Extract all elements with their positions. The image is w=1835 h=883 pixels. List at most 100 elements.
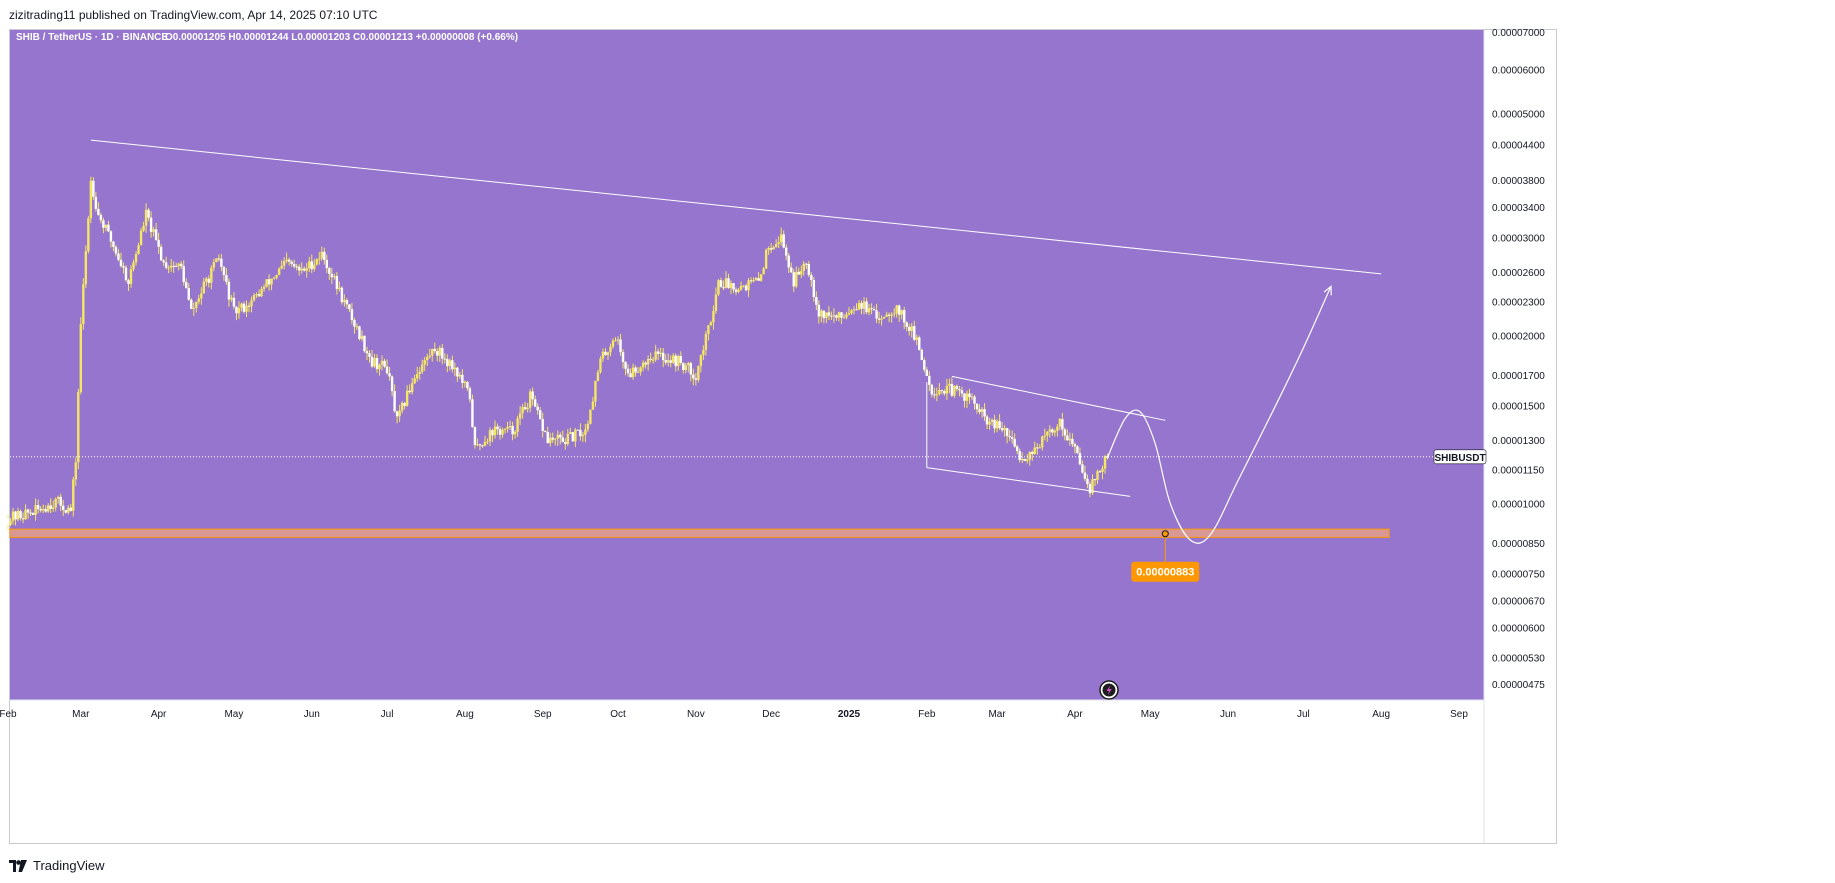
candle[interactable] (82, 278, 85, 330)
candle[interactable] (1068, 432, 1072, 446)
candle[interactable] (69, 503, 72, 512)
candle[interactable] (403, 401, 406, 410)
candle[interactable] (378, 363, 381, 376)
candle[interactable] (298, 264, 301, 276)
candle[interactable] (486, 438, 489, 445)
candle[interactable] (478, 443, 482, 451)
candle[interactable] (84, 245, 88, 289)
candle[interactable] (200, 287, 203, 305)
candle[interactable] (769, 243, 773, 253)
candle[interactable] (315, 258, 318, 266)
candle[interactable] (272, 276, 276, 280)
candle[interactable] (913, 320, 916, 342)
candle[interactable] (46, 503, 50, 513)
candle[interactable] (1088, 481, 1092, 498)
candle[interactable] (491, 428, 494, 443)
candle[interactable] (308, 256, 311, 273)
candle[interactable] (604, 348, 607, 356)
candle[interactable] (267, 274, 271, 291)
candle[interactable] (164, 256, 168, 270)
candle[interactable] (1103, 455, 1107, 474)
candle[interactable] (704, 330, 708, 356)
candle[interactable] (370, 349, 374, 369)
candle[interactable] (29, 509, 32, 517)
candle[interactable] (443, 353, 447, 364)
candle[interactable] (363, 335, 366, 353)
candle[interactable] (1083, 465, 1087, 482)
candle[interactable] (119, 252, 123, 268)
candle[interactable] (431, 348, 434, 362)
candle[interactable] (418, 367, 421, 380)
candle[interactable] (757, 271, 760, 281)
candle[interactable] (338, 281, 341, 292)
candle[interactable] (423, 356, 426, 372)
candle[interactable] (448, 358, 452, 371)
candle[interactable] (754, 276, 758, 281)
candle[interactable] (619, 333, 622, 357)
candle[interactable] (845, 311, 848, 320)
candle[interactable] (662, 347, 665, 368)
candle[interactable] (606, 351, 610, 361)
candle[interactable] (89, 176, 93, 224)
candle[interactable] (679, 351, 682, 366)
candle[interactable] (463, 380, 467, 388)
candle[interactable] (94, 191, 98, 212)
candle[interactable] (1018, 448, 1021, 463)
candle[interactable] (212, 258, 216, 272)
candle[interactable] (1093, 478, 1097, 487)
candle[interactable] (709, 320, 713, 326)
candle[interactable] (777, 236, 780, 248)
candle[interactable] (162, 259, 165, 267)
candle[interactable] (383, 358, 386, 369)
candle[interactable] (837, 311, 841, 322)
candle[interactable] (975, 403, 979, 414)
candle[interactable] (882, 316, 886, 319)
candle[interactable] (320, 246, 323, 261)
candle[interactable] (852, 306, 856, 315)
candle[interactable] (817, 300, 821, 324)
candle[interactable] (611, 338, 615, 349)
candle[interactable] (933, 387, 936, 399)
candle[interactable] (918, 335, 921, 351)
candle[interactable] (348, 304, 351, 313)
candle[interactable] (54, 497, 57, 512)
candle[interactable] (621, 349, 625, 369)
candle[interactable] (503, 428, 507, 434)
candle[interactable] (518, 406, 522, 425)
plot-background[interactable] (10, 30, 1484, 700)
candle[interactable] (945, 378, 949, 400)
candle[interactable] (235, 306, 238, 321)
candle[interactable] (139, 227, 143, 246)
candle[interactable] (877, 311, 881, 324)
candle[interactable] (594, 380, 597, 407)
candle[interactable] (14, 510, 17, 526)
candle[interactable] (792, 268, 795, 293)
candle[interactable] (390, 375, 394, 397)
candle[interactable] (438, 345, 441, 362)
candle[interactable] (368, 350, 371, 363)
candle[interactable] (270, 278, 273, 291)
candle[interactable] (466, 380, 469, 392)
candle[interactable] (624, 361, 627, 376)
candle[interactable] (353, 317, 356, 334)
candle[interactable] (428, 348, 431, 359)
candle[interactable] (506, 421, 509, 433)
candle[interactable] (938, 383, 941, 396)
candle[interactable] (104, 224, 108, 232)
candle[interactable] (571, 431, 575, 442)
candle[interactable] (581, 431, 585, 443)
candle[interactable] (1051, 427, 1054, 436)
candle[interactable] (551, 432, 554, 443)
candle[interactable] (350, 302, 354, 325)
candle[interactable] (677, 354, 680, 371)
candle[interactable] (1041, 435, 1044, 451)
candle[interactable] (330, 267, 334, 285)
candle[interactable] (473, 426, 477, 449)
candle[interactable] (134, 251, 138, 266)
candle[interactable] (672, 353, 675, 365)
channel-lower-line[interactable] (926, 467, 1131, 497)
candle[interactable] (815, 291, 818, 310)
candle[interactable] (667, 353, 670, 367)
candle[interactable] (1000, 421, 1004, 433)
candle[interactable] (355, 323, 359, 331)
